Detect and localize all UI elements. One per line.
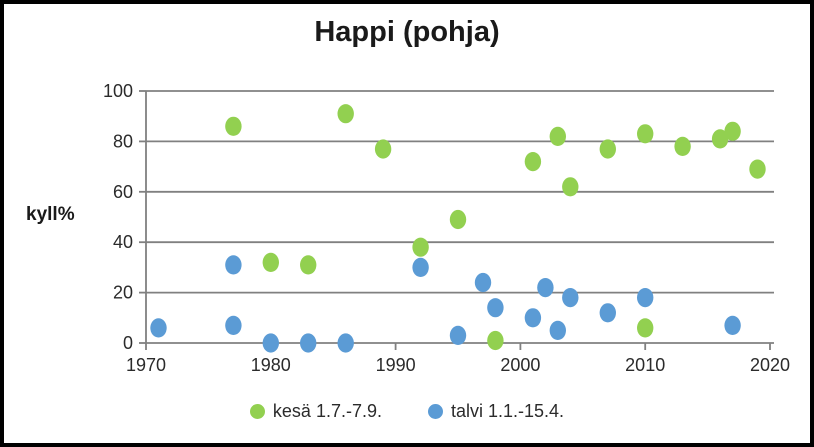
data-point-kesa [412,237,429,257]
x-tick-label: 2000 [500,355,540,375]
data-point-talvi [449,325,467,345]
x-tick-label: 1980 [251,355,291,375]
y-tick-label: 40 [113,232,133,252]
x-tick-label: 1990 [376,355,416,375]
data-point-kesa [711,129,729,149]
data-point-talvi [524,308,542,328]
data-point-talvi [637,288,654,308]
x-tick-label: 1970 [126,355,166,375]
y-tick-label: 80 [113,131,133,151]
data-point-kesa [674,136,691,156]
data-point-talvi [487,298,504,318]
data-point-talvi [562,288,579,308]
data-point-kesa [562,177,579,197]
data-point-kesa [449,209,467,230]
data-point-talvi [225,255,242,275]
legend-item-talvi: talvi 1.1.-15.4. [428,401,564,422]
data-point-talvi [724,315,741,335]
legend-label-kesa: kesä 1.7.-7.9. [272,401,382,421]
x-tick-label: 2020 [750,355,790,375]
data-point-talvi [412,257,429,277]
y-tick-label: 20 [113,283,133,303]
data-point-talvi [300,333,317,353]
y-tick-label: 60 [113,182,133,202]
data-point-kesa [487,330,504,351]
data-point-talvi [150,318,167,338]
data-point-kesa [549,126,566,146]
kesa-marker-icon [249,404,265,419]
legend-item-kesa: kesä 1.7.-7.9. [249,401,382,422]
data-point-kesa [637,318,654,338]
y-tick-label: 100 [103,81,133,101]
data-point-kesa [262,252,279,272]
legend-label-talvi: talvi 1.1.-15.4. [451,401,565,421]
data-point-talvi [537,278,554,298]
data-point-kesa [637,124,654,144]
data-point-talvi [549,320,566,340]
talvi-marker-icon [428,404,443,419]
data-point-kesa [300,255,317,275]
data-point-talvi [225,315,242,335]
y-axis-label: kyll% [26,204,75,225]
data-point-kesa [749,159,766,179]
data-point-talvi [337,333,354,353]
data-point-kesa [599,139,616,159]
data-point-talvi [262,333,279,353]
data-point-kesa [524,152,542,172]
data-point-kesa [337,104,354,124]
data-point-talvi [599,303,616,323]
plot-area: 0 20 40 60 80 100 1970 1980 1990 2000 2010 2020 [103,81,790,375]
data-point-kesa [374,139,392,159]
chart-title: Happi (pohja) [314,16,500,48]
x-tick-label: 2010 [625,355,665,375]
data-point-talvi [474,272,492,293]
y-tick-label: 0 [123,333,133,353]
legend: kesä 1.7.-7.9. talvi 1.1.-15.4. [4,401,810,422]
data-point-kesa [225,116,242,136]
data-point-kesa [724,121,741,141]
